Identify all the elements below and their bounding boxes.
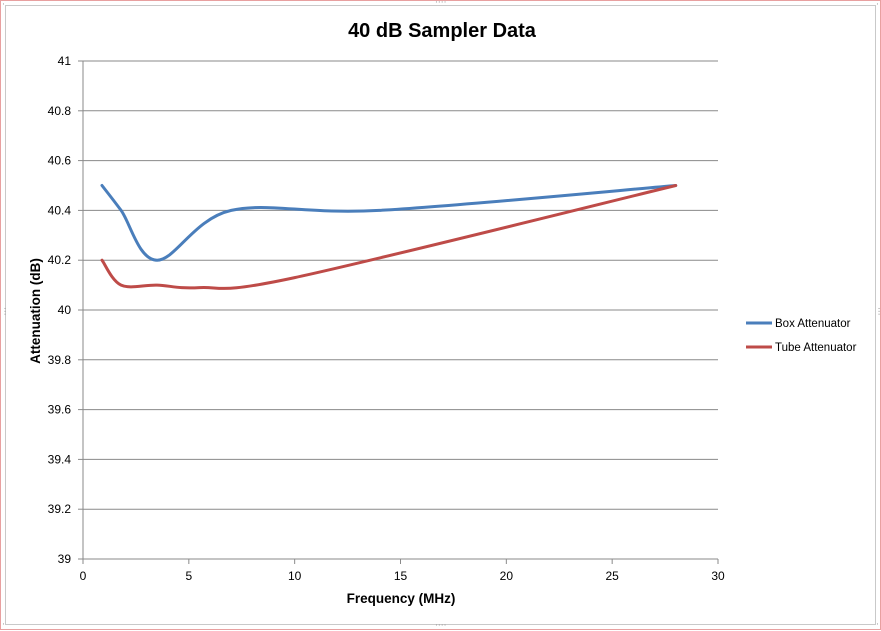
resize-handle-bottom-left[interactable]: ·	[2, 620, 5, 630]
box-attenuator-line[interactable]	[100, 184, 678, 262]
y-tick-label: 39	[58, 552, 72, 566]
x-tick-label: 10	[288, 569, 302, 583]
x-axis-title: Frequency (MHz)	[347, 591, 456, 606]
y-tick-label: 41	[58, 54, 72, 68]
y-axis-ticks: 39 39.2 39.4 39.6 39.8 40 40.2 40.4 40.6 40.8 41	[48, 54, 83, 566]
x-tick-label: 25	[605, 569, 619, 583]
y-tick-label: 40	[58, 303, 72, 317]
x-tick-label: 30	[711, 569, 725, 583]
x-tick-label: 5	[185, 569, 192, 583]
chart-area[interactable]	[5, 5, 876, 625]
y-axis-title: Attenuation (dB)	[28, 258, 43, 364]
y-tick-label: 40.8	[48, 104, 72, 118]
x-tick-label: 20	[500, 569, 514, 583]
legend-label-box-attenuator: Box Attenuator	[775, 318, 851, 330]
resize-handle-top-right[interactable]: ·	[876, 0, 879, 10]
y-tick-label: 40.2	[48, 253, 72, 267]
y-tick-label: 40.4	[48, 203, 72, 217]
y-tick-label: 39.2	[48, 502, 72, 516]
legend: Box Attenuator Tube Attenuator	[746, 318, 857, 354]
x-tick-label: 15	[394, 569, 408, 583]
gridlines	[83, 60, 718, 560]
resize-handle-right[interactable]: ···	[873, 307, 881, 316]
chart-title: 40 dB Sampler Data	[348, 20, 537, 42]
y-tick-label: 39.8	[48, 353, 72, 367]
y-tick-label: 39.4	[48, 452, 72, 466]
resize-handle-bottom[interactable]: ····	[435, 621, 447, 631]
x-tick-label: 0	[80, 569, 87, 583]
x-axis-ticks: 0 5 10 15 20 25 30	[80, 559, 725, 583]
legend-label-tube-attenuator: Tube Attenuator	[775, 342, 857, 354]
resize-handle-top-left[interactable]: ·	[2, 0, 5, 10]
resize-handle-top[interactable]: ····	[435, 0, 447, 8]
resize-handle-bottom-right[interactable]: ·	[876, 620, 879, 630]
resize-handle-left[interactable]: ···	[0, 307, 9, 316]
y-tick-label: 40.6	[48, 154, 72, 168]
tube-attenuator-line[interactable]	[100, 184, 678, 290]
y-tick-label: 39.6	[48, 403, 72, 417]
series-lines	[100, 184, 678, 290]
